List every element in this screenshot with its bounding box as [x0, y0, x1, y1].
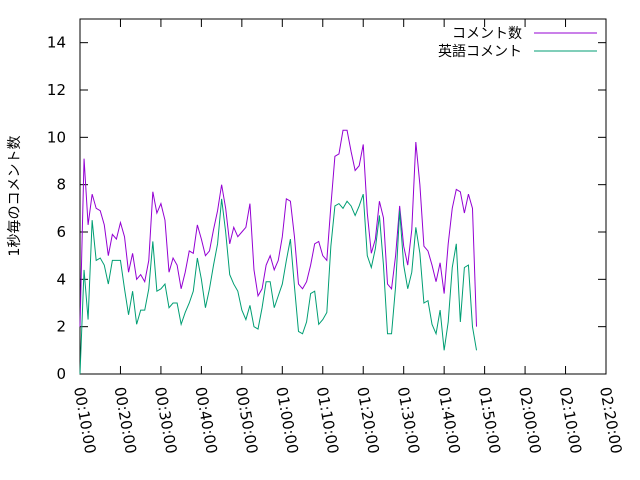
legend-label: 英語コメント	[438, 43, 522, 60]
y-tick-label: 12	[47, 81, 66, 99]
y-axis-label: 1秒毎のコメント数	[7, 136, 23, 257]
x-tick-label: 00:40:00	[191, 386, 220, 455]
x-tick-label: 02:20:00	[596, 386, 625, 455]
y-tick-label: 2	[56, 318, 66, 336]
y-tick-label: 6	[56, 223, 66, 241]
x-tick-label: 00:30:00	[151, 386, 180, 455]
series-lines	[79, 129, 478, 375]
y-tick-label: 14	[47, 34, 66, 52]
y-axis: 0 2 4 6 8 10 12 14	[47, 34, 606, 383]
x-tick-label: 01:10:00	[313, 386, 342, 455]
y-tick-label: 10	[47, 128, 66, 146]
x-tick-label: 00:10:00	[70, 386, 99, 455]
x-tick-label: 01:50:00	[475, 386, 504, 455]
x-tick-label: 01:20:00	[353, 386, 382, 455]
x-tick-label: 02:00:00	[515, 386, 544, 455]
x-tick-label: 02:10:00	[556, 386, 585, 455]
x-axis: 00:10:00 00:20:00 00:30:00 00:40:00 00:50:00…	[70, 19, 625, 455]
y-tick-label: 8	[56, 176, 66, 194]
series-line-1	[79, 129, 478, 327]
legend-label: コメント数	[452, 26, 522, 42]
y-tick-label: 4	[56, 270, 66, 288]
series-line-2	[79, 193, 478, 375]
x-tick-label: 01:00:00	[272, 386, 301, 455]
y-tick-label: 0	[56, 365, 66, 383]
x-tick-label: 01:30:00	[394, 386, 423, 455]
x-tick-label: 01:40:00	[434, 386, 463, 455]
x-tick-label: 00:20:00	[111, 386, 140, 455]
plot-frame	[79, 18, 607, 375]
x-tick-label: 00:50:00	[232, 386, 261, 455]
